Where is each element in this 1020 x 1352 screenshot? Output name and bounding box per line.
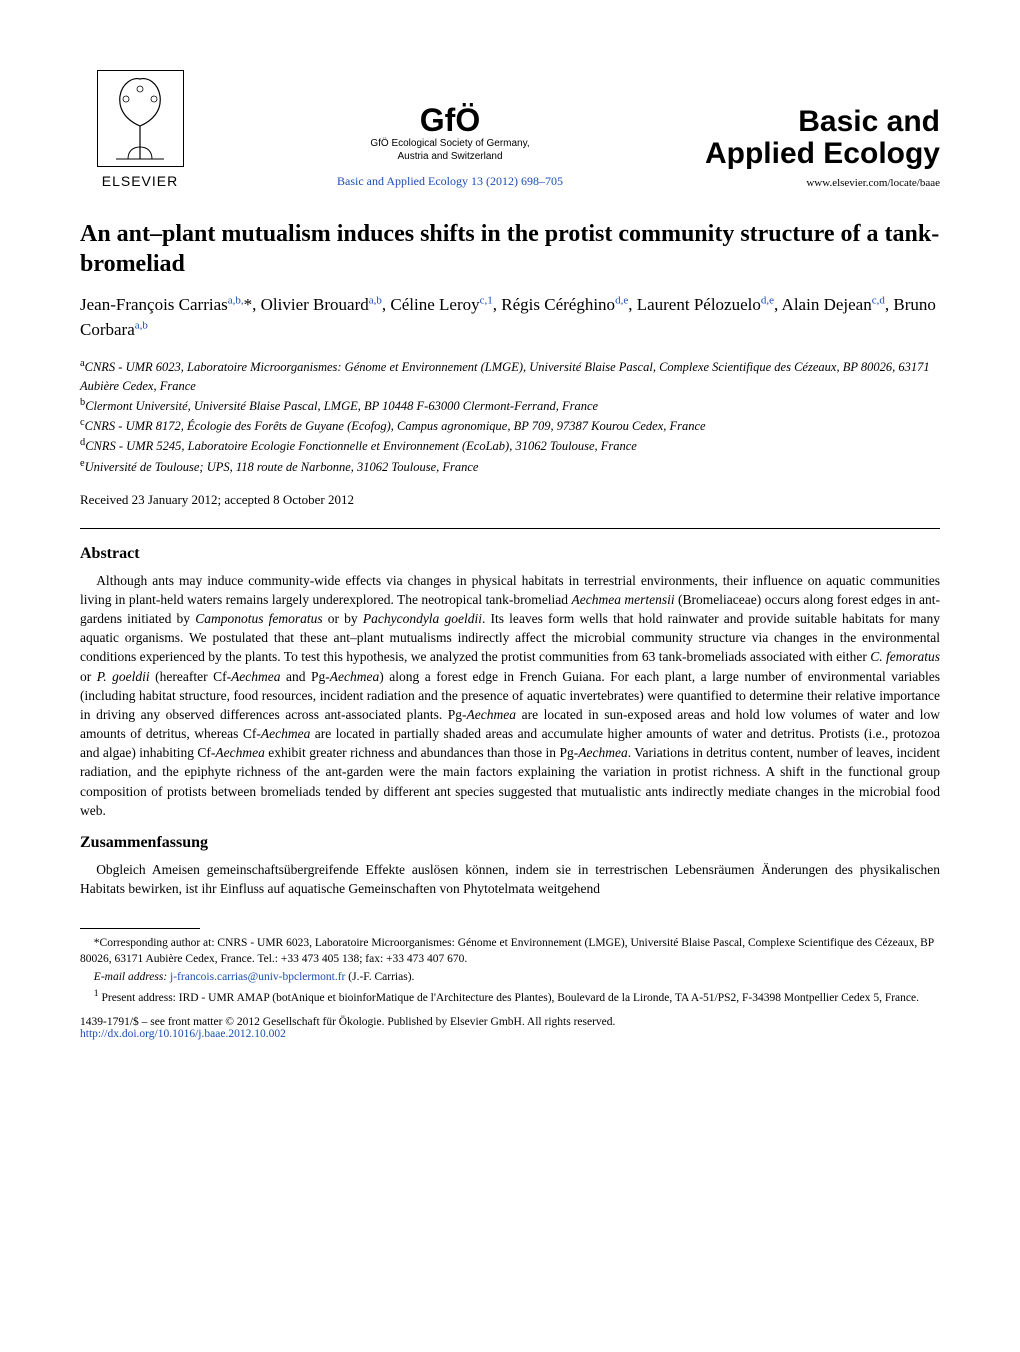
doi-link[interactable]: http://dx.doi.org/10.1016/j.baae.2012.10…	[80, 1028, 286, 1040]
corresponding-email-link[interactable]: j-francois.carrias@univ-bpclermont.fr	[170, 971, 345, 983]
rule-top	[80, 528, 940, 529]
affiliation-b: bClermont Université, Université Blaise …	[80, 395, 940, 415]
zusammenfassung-heading: Zusammenfassung	[80, 834, 940, 852]
elsevier-name: ELSEVIER	[102, 173, 178, 189]
page-container: ELSEVIER GfÖ GfÖ Ecological Society of G…	[0, 0, 1020, 1090]
present-address-text: Present address: IRD - UMR AMAP (botAniq…	[101, 992, 919, 1004]
journal-title-line2: Applied Ecology	[700, 138, 940, 170]
corresponding-author-note: *Corresponding author at: CNRS - UMR 602…	[80, 935, 940, 967]
email-suffix: (J.-F. Carrias).	[348, 971, 414, 983]
author-list: Jean-François Carriasa,b,*, Olivier Brou…	[80, 293, 940, 342]
journal-reference: Basic and Applied Ecology 13 (2012) 698–…	[220, 174, 680, 189]
copyright-line: 1439-1791/$ – see front matter © 2012 Ge…	[80, 1016, 940, 1028]
gfo-subtitle-1: GfÖ Ecological Society of Germany,	[220, 138, 680, 149]
zusammenfassung-body: Obgleich Ameisen gemeinschaftsübergreife…	[80, 860, 940, 898]
journal-reference-link[interactable]: Basic and Applied Ecology 13 (2012) 698–…	[337, 174, 563, 188]
affiliation-d: dCNRS - UMR 5245, Laboratoire Ecologie F…	[80, 435, 940, 455]
email-line: E-mail address: j-francois.carrias@univ-…	[80, 969, 940, 985]
abstract-heading: Abstract	[80, 545, 940, 563]
article-dates: Received 23 January 2012; accepted 8 Oct…	[80, 492, 940, 508]
article-title: An ant–plant mutualism induces shifts in…	[80, 219, 940, 279]
present-address-sup: 1	[94, 988, 99, 999]
affiliation-a: aCNRS - UMR 6023, Laboratoire Microorgan…	[80, 356, 940, 394]
copyright-block: 1439-1791/$ – see front matter © 2012 Ge…	[80, 1016, 940, 1040]
affiliations: aCNRS - UMR 6023, Laboratoire Microorgan…	[80, 356, 940, 476]
email-label: E-mail address:	[94, 971, 167, 983]
abstract-body: Although ants may induce community-wide …	[80, 571, 940, 820]
header-center: GfÖ GfÖ Ecological Society of Germany, A…	[200, 104, 700, 189]
elsevier-logo-block: ELSEVIER	[80, 70, 200, 189]
gfo-logo: GfÖ	[220, 104, 680, 136]
gfo-subtitle-2: Austria and Switzerland	[220, 151, 680, 162]
journal-title-line1: Basic and	[700, 106, 940, 138]
footnote-rule	[80, 928, 200, 929]
header-right: Basic and Applied Ecology www.elsevier.c…	[700, 106, 940, 189]
journal-url: www.elsevier.com/locate/baae	[700, 177, 940, 189]
present-address-note: 1 Present address: IRD - UMR AMAP (botAn…	[80, 987, 940, 1006]
footnotes: *Corresponding author at: CNRS - UMR 602…	[80, 928, 940, 1006]
affiliation-e: eUniversité de Toulouse; UPS, 118 route …	[80, 456, 940, 476]
header-row: ELSEVIER GfÖ GfÖ Ecological Society of G…	[80, 70, 940, 189]
affiliation-c: cCNRS - UMR 8172, Écologie des Forêts de…	[80, 415, 940, 435]
elsevier-tree-icon	[97, 70, 184, 167]
